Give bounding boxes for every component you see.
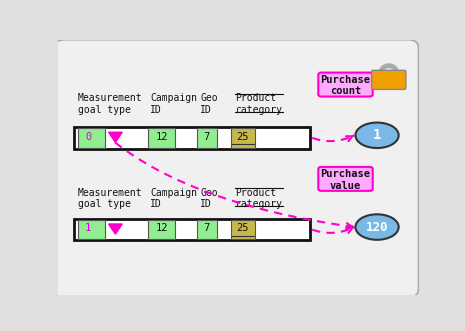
FancyBboxPatch shape bbox=[148, 128, 175, 148]
Text: 12: 12 bbox=[155, 223, 168, 233]
FancyBboxPatch shape bbox=[197, 220, 217, 239]
Text: 25: 25 bbox=[237, 131, 249, 142]
Text: Campaign
ID: Campaign ID bbox=[150, 93, 197, 115]
Ellipse shape bbox=[355, 122, 399, 148]
FancyBboxPatch shape bbox=[74, 219, 311, 240]
Text: Purchase
count: Purchase count bbox=[320, 74, 371, 96]
Polygon shape bbox=[108, 132, 122, 142]
FancyBboxPatch shape bbox=[231, 128, 254, 148]
FancyBboxPatch shape bbox=[78, 128, 105, 148]
Text: Campaign
ID: Campaign ID bbox=[150, 188, 197, 209]
FancyBboxPatch shape bbox=[319, 167, 373, 191]
FancyBboxPatch shape bbox=[319, 72, 373, 97]
Text: Measurement
goal type: Measurement goal type bbox=[78, 188, 143, 209]
FancyBboxPatch shape bbox=[148, 220, 175, 239]
Text: Geo
ID: Geo ID bbox=[200, 93, 218, 115]
Text: Purchase
value: Purchase value bbox=[320, 169, 371, 191]
Text: 1: 1 bbox=[85, 223, 91, 233]
Ellipse shape bbox=[355, 214, 399, 240]
Text: Product
category: Product category bbox=[235, 93, 282, 115]
Text: Measurement
goal type: Measurement goal type bbox=[78, 93, 143, 115]
FancyBboxPatch shape bbox=[231, 220, 254, 239]
Text: Product
category: Product category bbox=[235, 188, 282, 209]
Text: 12: 12 bbox=[155, 131, 168, 142]
FancyBboxPatch shape bbox=[372, 70, 406, 89]
Text: 1: 1 bbox=[373, 128, 381, 142]
Text: 25: 25 bbox=[237, 223, 249, 233]
Text: 7: 7 bbox=[204, 223, 210, 233]
FancyBboxPatch shape bbox=[54, 40, 418, 297]
FancyBboxPatch shape bbox=[197, 128, 217, 148]
Text: 120: 120 bbox=[366, 220, 388, 234]
FancyBboxPatch shape bbox=[78, 220, 105, 239]
Text: Geo
ID: Geo ID bbox=[200, 188, 218, 209]
FancyBboxPatch shape bbox=[74, 127, 311, 149]
Text: 0: 0 bbox=[85, 131, 91, 142]
Polygon shape bbox=[108, 224, 122, 234]
Text: 7: 7 bbox=[204, 131, 210, 142]
